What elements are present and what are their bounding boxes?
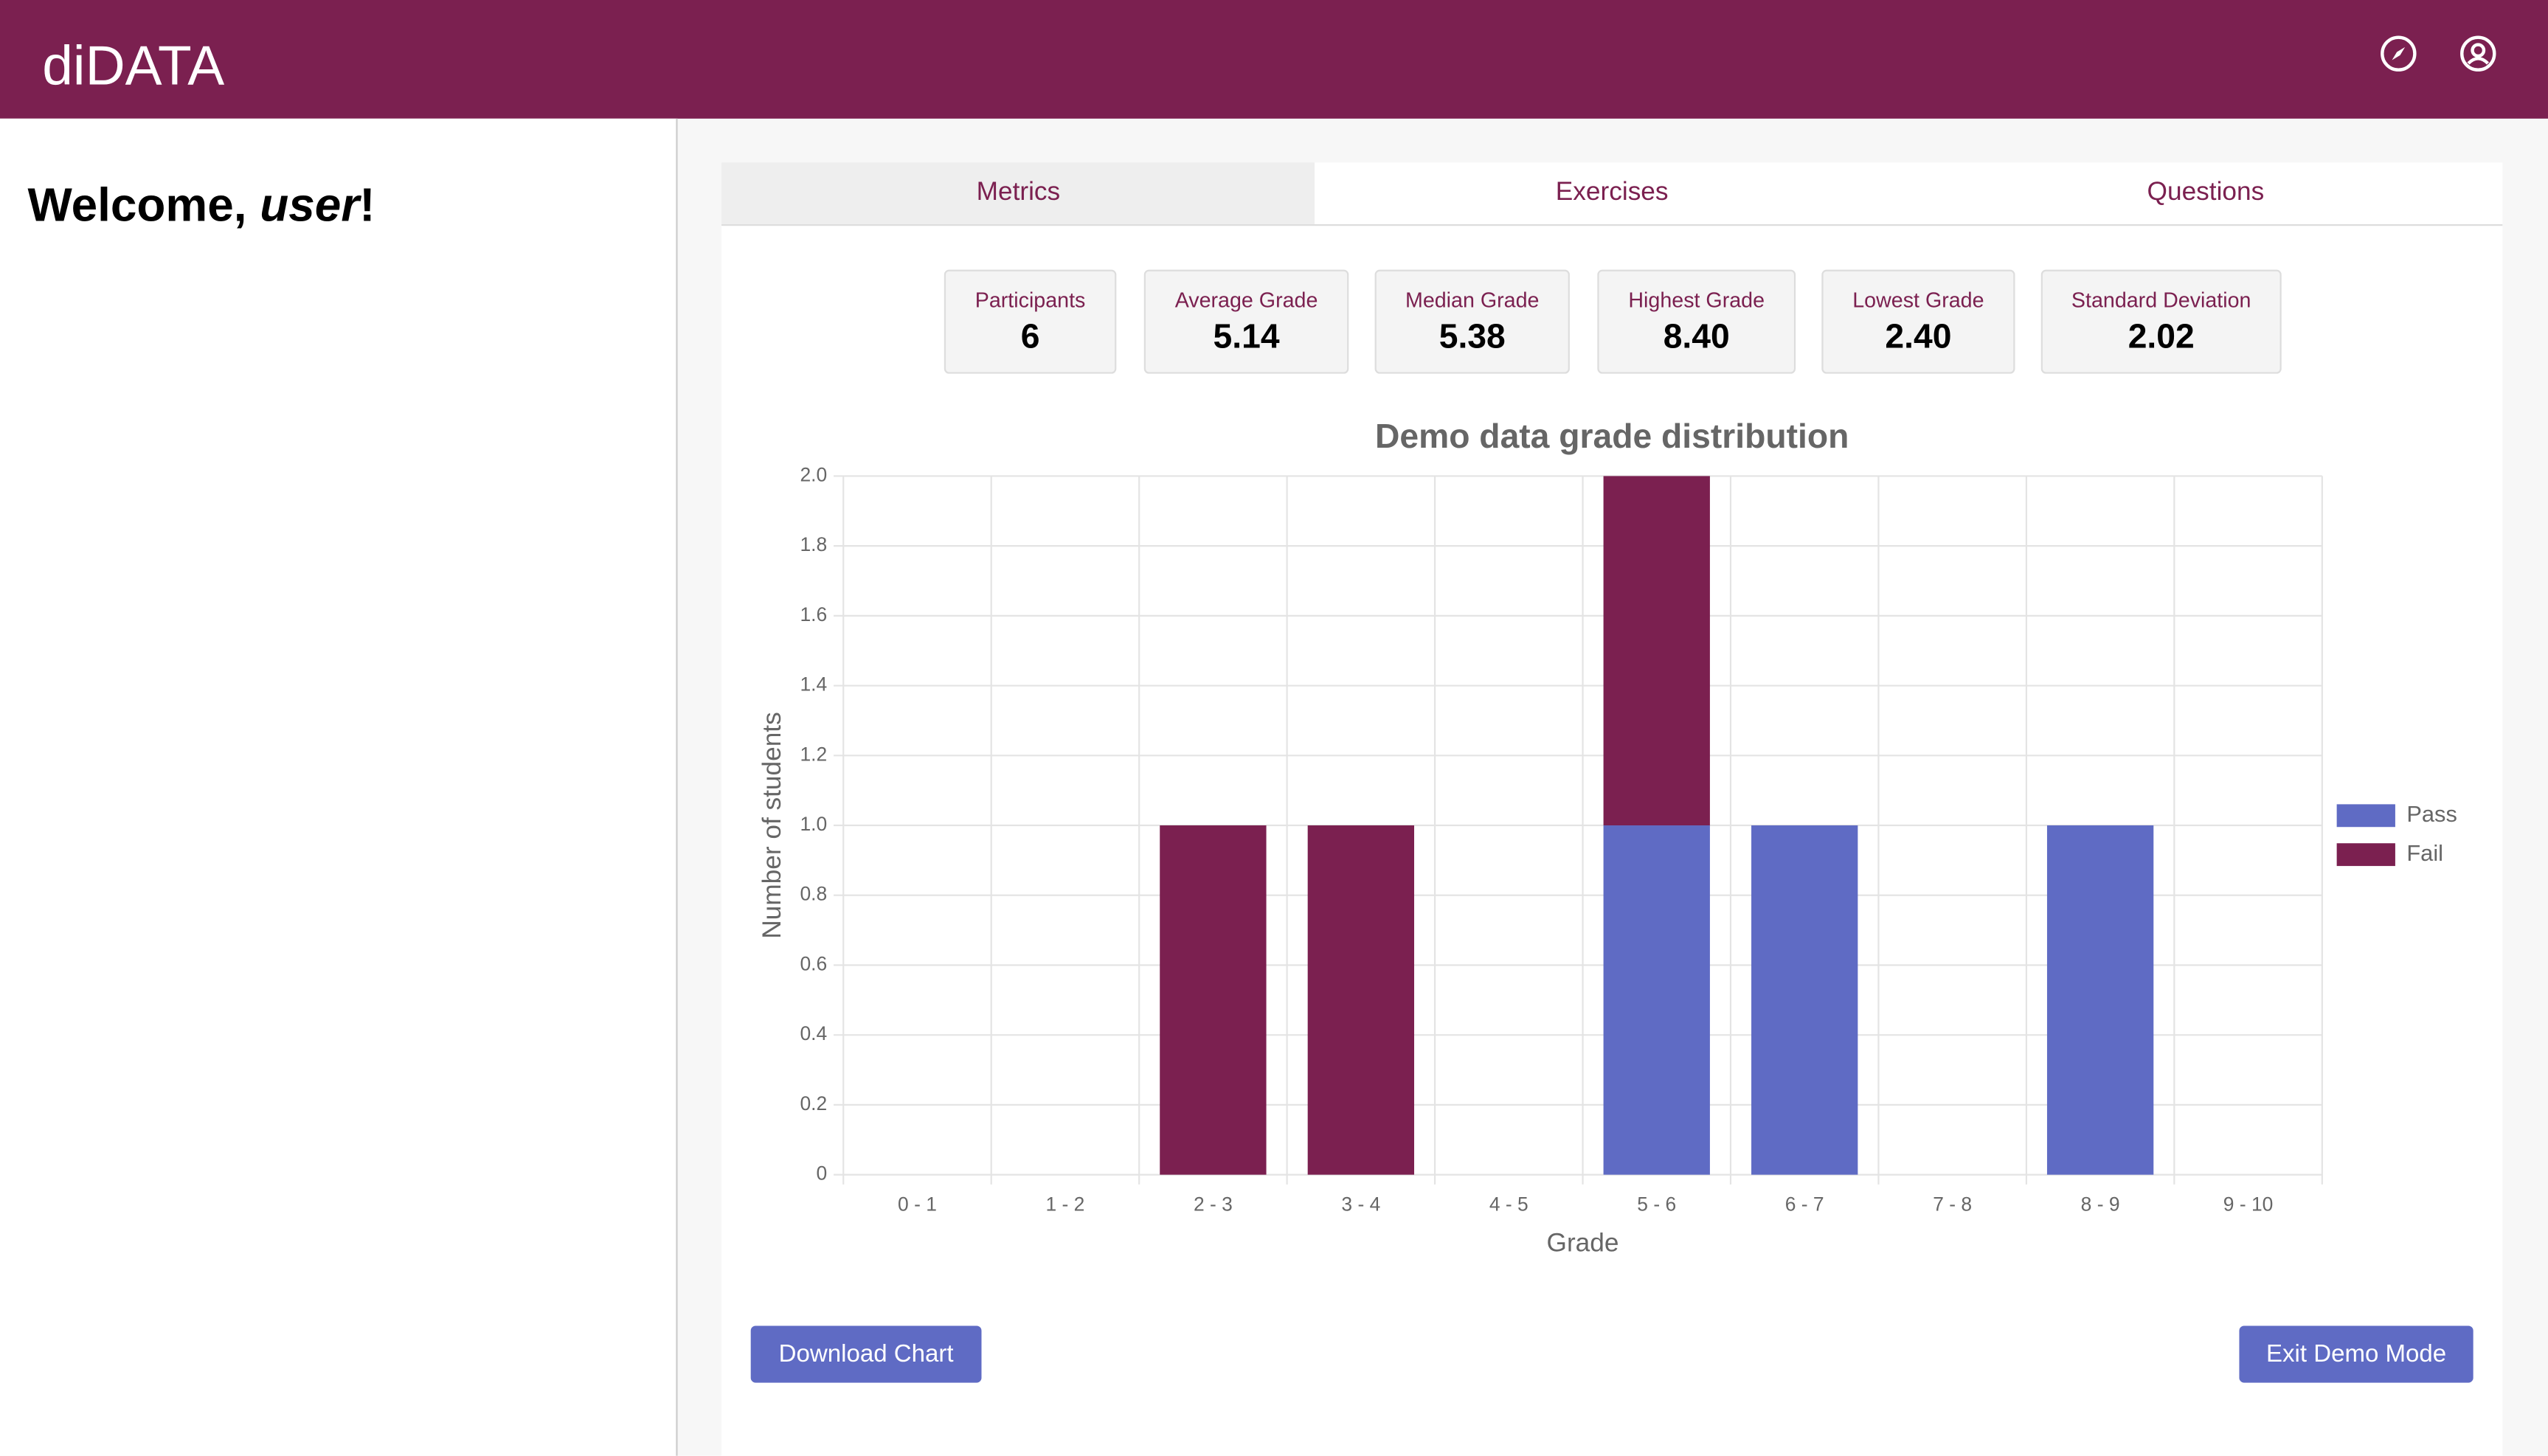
metric-label: Highest Grade (1628, 287, 1765, 312)
y-tick-label: 0.4 (800, 1022, 827, 1044)
x-tick-label: 6 - 7 (1785, 1193, 1824, 1215)
metric-value: 8.40 (1663, 318, 1730, 356)
y-tick-label: 2.0 (800, 463, 827, 485)
metric-card: Median Grade 5.38 (1374, 269, 1570, 374)
welcome-prefix: Welcome, (27, 180, 260, 233)
metric-value: 5.14 (1213, 318, 1280, 356)
welcome-suffix: ! (359, 180, 375, 233)
x-tick-label: 5 - 6 (1637, 1193, 1676, 1215)
metric-value: 5.38 (1439, 318, 1506, 356)
x-tick-label: 0 - 1 (898, 1193, 937, 1215)
download-button[interactable]: Download Chart (750, 1325, 982, 1383)
tab[interactable]: Questions (2147, 178, 2265, 207)
metric-card: Lowest Grade 2.40 (1821, 269, 2015, 374)
chart-title: Demo data grade distribution (1375, 417, 1849, 455)
metrics-panel: Metrics Exercises Questions Download Chart… (721, 162, 2503, 1456)
metric-card: Participants 6 (944, 269, 1117, 374)
welcome: Welcome, user! (27, 181, 375, 235)
y-tick-label: 0.2 (800, 1092, 827, 1114)
metric-card: Highest Grade 8.40 (1597, 269, 1796, 374)
metric-value: 2.40 (1885, 318, 1952, 356)
chart: Demo data grade distribution Grade Numbe… (758, 417, 2457, 1258)
metric-label: Standard Deviation (2071, 287, 2251, 312)
exit-demo-button[interactable]: Exit Demo Mode (2239, 1325, 2473, 1383)
metric-value: 2.02 (2128, 318, 2195, 356)
x-tick-label: 3 - 4 (1341, 1193, 1380, 1215)
bar-segment (1307, 825, 1415, 1175)
x-tick-label: 2 - 3 (1194, 1193, 1233, 1215)
bar-segment (1603, 825, 1710, 1175)
y-tick-label: 0.8 (800, 883, 827, 905)
x-tick-label: 8 - 9 (2081, 1193, 2120, 1215)
y-tick-label: 1.0 (800, 813, 827, 835)
legend-swatch (2336, 804, 2395, 828)
metric-label: Average Grade (1174, 287, 1318, 312)
sidebar: Welcome, user! (0, 118, 678, 1456)
x-tick-label: 9 - 10 (2223, 1193, 2274, 1215)
x-tick-label: 7 - 8 (1933, 1193, 1972, 1215)
legend-label: Fail (2406, 840, 2443, 866)
y-tick-label: 0 (817, 1162, 828, 1185)
user-icon[interactable] (2459, 34, 2498, 73)
bar-segment (1160, 825, 1267, 1175)
y-tick-label: 0.6 (800, 952, 827, 974)
x-axis-label: Grade (1547, 1229, 1619, 1258)
welcome-user: user (260, 180, 360, 233)
tab[interactable]: Metrics (721, 162, 1315, 224)
y-tick-label: 1.6 (800, 603, 827, 625)
y-tick-label: 1.2 (800, 743, 827, 765)
logo[interactable]: diDATA (42, 35, 225, 98)
y-tick-label: 1.4 (800, 673, 827, 696)
x-tick-label: 4 - 5 (1489, 1193, 1529, 1215)
metric-value: 6 (1020, 318, 1040, 356)
bar-segment (1603, 476, 1710, 826)
legend-swatch (2336, 843, 2395, 867)
tab[interactable]: Exercises (1555, 178, 1669, 207)
bar-segment (2046, 825, 2154, 1175)
metric-label: Lowest Grade (1852, 287, 1984, 312)
x-tick-label: 1 - 2 (1045, 1193, 1084, 1215)
metric-label: Median Grade (1405, 287, 1540, 312)
tabs: Metrics Exercises Questions (721, 162, 2503, 226)
metric-card: Average Grade 5.14 (1143, 269, 1349, 374)
compass-icon[interactable] (2379, 34, 2418, 73)
y-axis-label: Number of students (758, 712, 786, 938)
metric-label: Participants (974, 287, 1086, 312)
y-tick-label: 1.8 (800, 533, 827, 555)
bar-segment (1751, 825, 1858, 1175)
header: diDATA (0, 0, 2548, 119)
legend-label: Pass (2406, 801, 2457, 827)
metric-card: Standard Deviation 2.02 (2040, 269, 2282, 374)
